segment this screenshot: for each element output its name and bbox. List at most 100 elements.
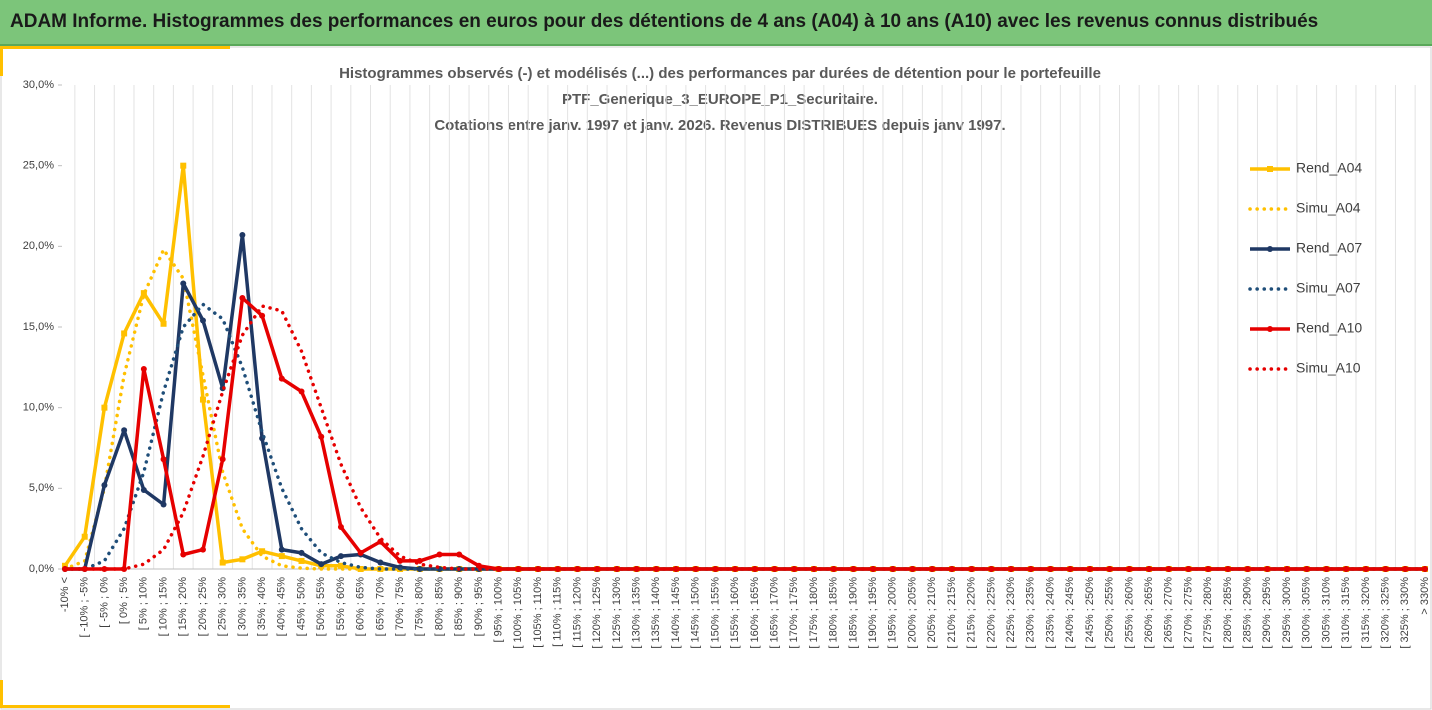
point — [160, 501, 167, 508]
chart: Histogrammes observés (-) et modélisés (… — [0, 46, 1432, 710]
x-tick-label: -10% < — [59, 577, 71, 612]
x-tick-label: [ 290% ; 295% — [1261, 577, 1273, 649]
chart-title: Cotations entre janv. 1997 et janv. 2026… — [434, 117, 1005, 134]
point — [298, 557, 305, 564]
x-tick-label: [ 170% ; 175% — [788, 577, 800, 649]
point — [121, 427, 128, 434]
point — [101, 404, 108, 411]
point — [239, 556, 246, 563]
point — [121, 330, 128, 337]
y-tick-label: 5,0% — [29, 482, 54, 494]
x-tick-label: [ 285% ; 290% — [1242, 577, 1254, 649]
x-tick-label: [ 10% ; 15% — [157, 577, 169, 637]
legend-label: Rend_A10 — [1296, 320, 1362, 336]
x-tick-label: [ 90% ; 95% — [473, 577, 485, 637]
x-tick-label: [ 0% ; 5% — [118, 577, 130, 624]
accent — [0, 46, 230, 49]
point — [259, 548, 266, 555]
point — [1126, 566, 1133, 572]
x-tick-label: [ 40% ; 45% — [276, 577, 288, 637]
point — [298, 549, 305, 556]
point — [1382, 566, 1389, 572]
point — [1047, 566, 1054, 572]
x-tick-label: [ 205% ; 210% — [926, 577, 938, 649]
point — [515, 566, 522, 572]
legend-label: Simu_A10 — [1296, 360, 1361, 376]
x-tick-label: [ 150% ; 155% — [709, 577, 721, 649]
x-tick-label: [ 305% ; 310% — [1320, 577, 1332, 649]
point — [850, 566, 857, 572]
point — [199, 396, 206, 403]
header-bar: ADAM Informe. Histogrammes des performan… — [0, 0, 1432, 46]
point — [357, 566, 364, 572]
point — [870, 566, 877, 572]
x-tick-label: [ 20% ; 25% — [197, 577, 209, 637]
x-tick-label: [ 315% ; 320% — [1360, 577, 1372, 649]
x-tick-label: [ -10% ; -5% — [79, 577, 91, 638]
point — [180, 551, 187, 558]
point — [101, 566, 108, 572]
y-tick-label: 25,0% — [23, 160, 54, 172]
point — [199, 317, 206, 324]
point — [140, 290, 147, 297]
y-tick-label: 20,0% — [23, 240, 54, 252]
point — [318, 433, 325, 440]
x-tick-label: [ 160% ; 165% — [749, 577, 761, 649]
legend-label: Simu_A04 — [1296, 200, 1361, 216]
x-tick-label: [ 120% ; 125% — [591, 577, 603, 649]
x-tick-label: [ 320% ; 325% — [1379, 577, 1391, 649]
legend-marker — [1267, 326, 1273, 332]
point — [160, 456, 167, 463]
x-tick-label: [ -5% ; 0% — [98, 577, 110, 628]
series-line — [63, 304, 1427, 571]
x-tick-label: [ 325% ; 330% — [1399, 577, 1411, 649]
x-tick-label: [ 295% ; 300% — [1281, 577, 1293, 649]
point — [239, 232, 246, 239]
x-tick-label: [ 130% ; 135% — [631, 577, 643, 649]
point — [1303, 566, 1310, 572]
x-tick-label: [ 100% ; 105% — [512, 577, 524, 649]
x-tick-label: [ 95% ; 100% — [493, 577, 505, 643]
chart-title: PTF_Generique_3_EUROPE_P1_Securitaire. — [562, 91, 878, 108]
point — [673, 566, 680, 572]
point — [180, 280, 187, 287]
x-tick-label: [ 80% ; 85% — [433, 577, 445, 637]
point — [278, 546, 285, 553]
point — [337, 562, 344, 569]
chart-title: Histogrammes observés (-) et modélisés (… — [339, 65, 1101, 82]
accent — [0, 705, 230, 708]
point — [948, 566, 955, 572]
point — [298, 388, 305, 395]
point — [278, 553, 285, 560]
x-tick-label: [ 75% ; 80% — [414, 577, 426, 637]
x-tick-label: [ 65% ; 70% — [374, 577, 386, 637]
x-tick-label: [ 310% ; 315% — [1340, 577, 1352, 649]
x-tick-label: [ 50% ; 55% — [315, 577, 327, 637]
series-line — [63, 302, 1427, 571]
x-tick-label: [ 15% ; 20% — [177, 577, 189, 637]
accent — [0, 680, 3, 708]
x-tick-label: [ 185% ; 190% — [847, 577, 859, 649]
y-tick-label: 0,0% — [29, 563, 54, 575]
point — [1205, 566, 1212, 572]
legend-marker — [1267, 166, 1273, 172]
x-tick-label: [ 300% ; 305% — [1301, 577, 1313, 649]
legend-marker — [1267, 246, 1273, 252]
x-tick-label: [ 265% ; 270% — [1163, 577, 1175, 649]
x-tick-label: [ 240% ; 245% — [1064, 577, 1076, 649]
x-tick-label: [ 195% ; 200% — [887, 577, 899, 649]
x-tick-label: [ 255% ; 260% — [1123, 577, 1135, 649]
header-title: ADAM Informe. Histogrammes des performan… — [10, 11, 1319, 32]
point — [692, 566, 699, 572]
x-tick-label: [ 145% ; 150% — [690, 577, 702, 649]
x-tick-label: [ 190% ; 195% — [867, 577, 879, 649]
point — [62, 562, 68, 569]
x-tick-label: [ 85% ; 90% — [453, 577, 465, 637]
x-tick-label: [ 165% ; 170% — [768, 577, 780, 649]
point — [140, 486, 147, 493]
point — [81, 533, 88, 540]
x-tick-label: [ 215% ; 220% — [966, 577, 978, 649]
point — [140, 365, 147, 372]
x-tick-label: [ 30% ; 35% — [236, 577, 248, 637]
